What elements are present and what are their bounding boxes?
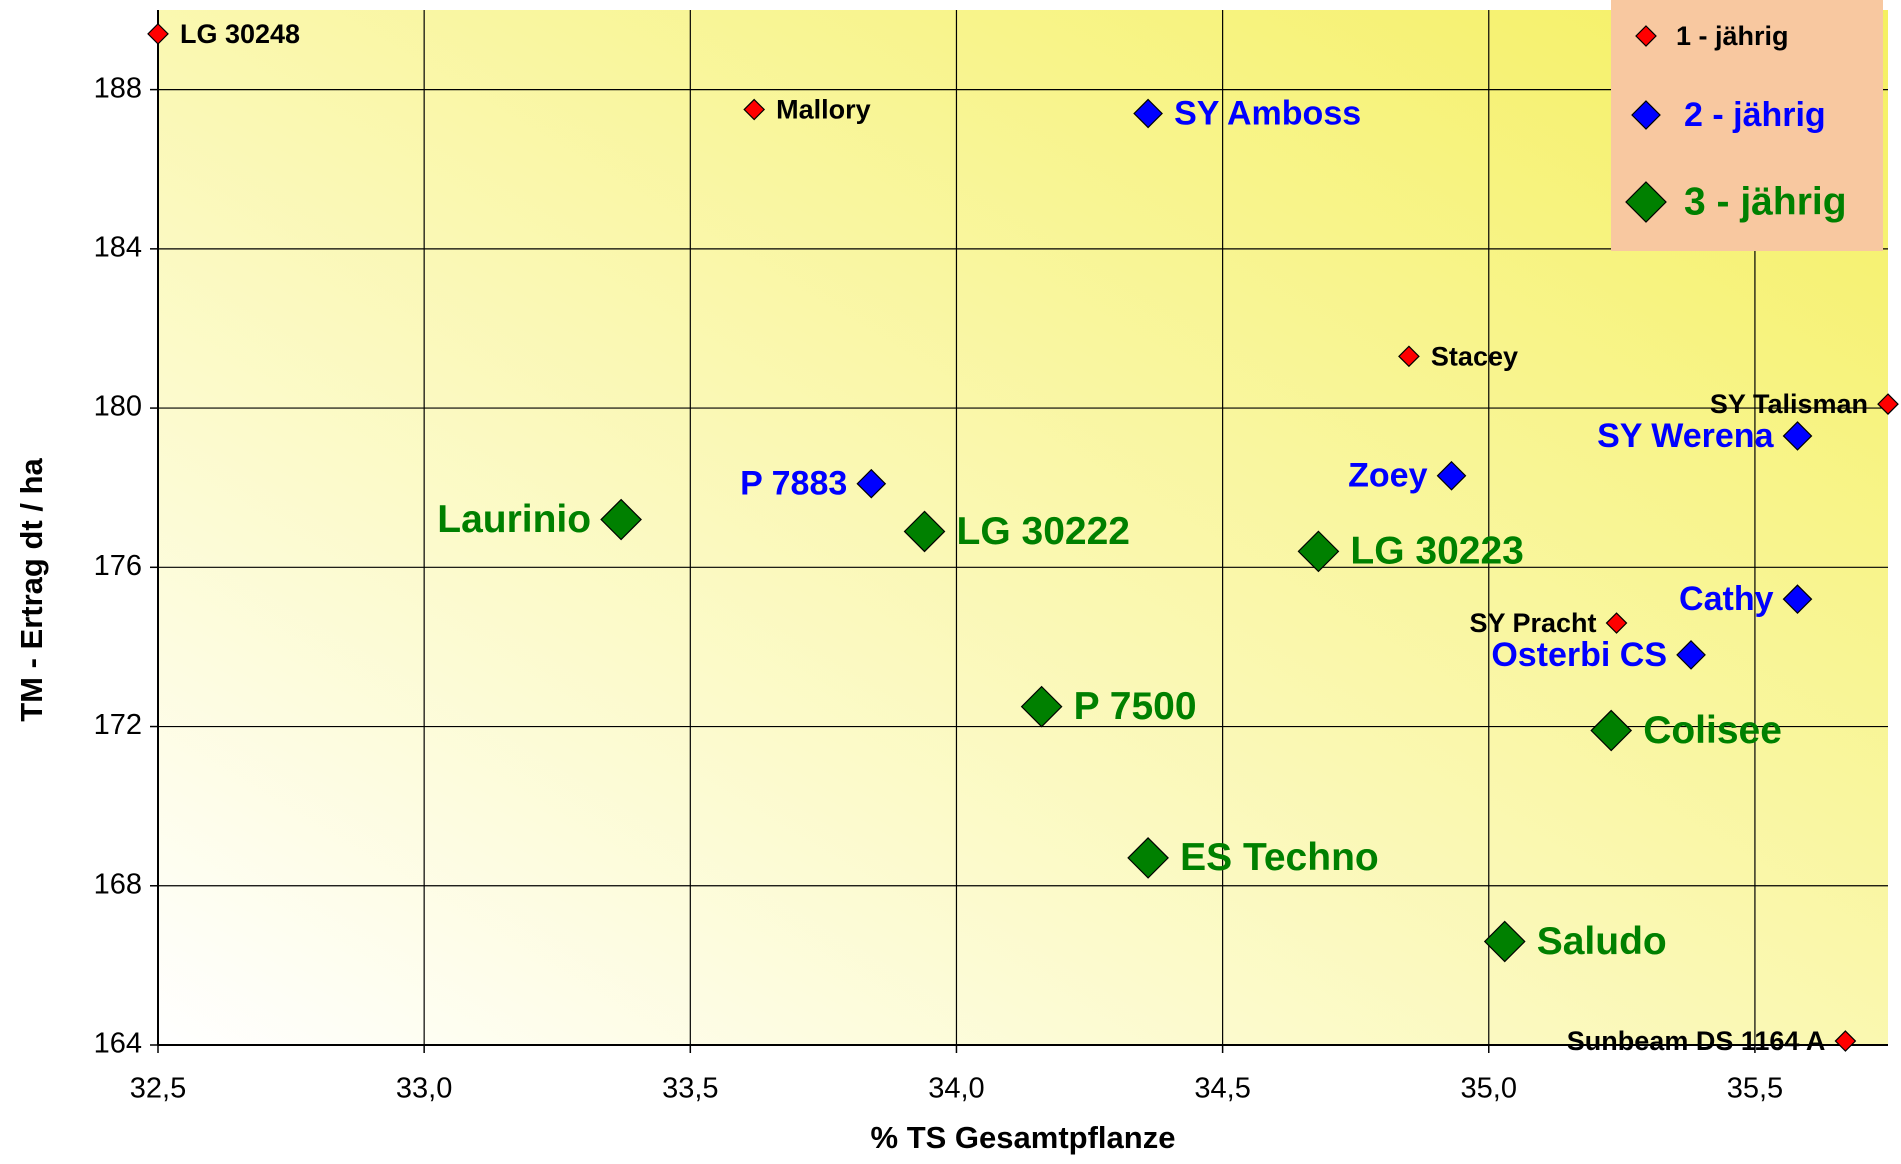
y-tick-label: 184 [94, 232, 142, 264]
x-tick-label: 33,0 [396, 1073, 452, 1105]
point-label: LG 30222 [957, 510, 1130, 553]
marker [1133, 98, 1163, 129]
point-label: SY Werena [1597, 417, 1774, 455]
marker [1676, 640, 1706, 670]
marker [1605, 612, 1628, 634]
x-tick-label: 35,5 [1727, 1073, 1783, 1105]
marker [147, 23, 169, 45]
x-tick-label: 33,5 [662, 1073, 718, 1105]
marker [600, 498, 642, 541]
legend-marker [1635, 25, 1657, 47]
marker [1782, 421, 1813, 451]
y-tick-label: 172 [94, 709, 142, 741]
marker [1834, 1030, 1857, 1052]
x-tick-label: 32,5 [130, 1073, 186, 1105]
point-label: P 7500 [1074, 685, 1197, 728]
x-tick-label: 34,5 [1194, 1073, 1250, 1105]
marker [1297, 530, 1340, 573]
y-tick-label: 180 [94, 391, 142, 423]
point-label: Cathy [1679, 580, 1774, 618]
legend-label: 2 - jährig [1684, 96, 1826, 134]
marker [1590, 709, 1633, 752]
legend-label: 1 - jährig [1676, 21, 1789, 51]
legend-marker [1631, 100, 1661, 130]
point-label: Laurinio [437, 498, 591, 541]
legend-marker [1625, 181, 1667, 223]
point-label: LG 30223 [1350, 530, 1523, 573]
plot-area [158, 10, 1888, 1045]
y-axis-title: TM - Ertrag dt / ha [14, 457, 49, 721]
y-tick-label: 188 [94, 72, 142, 104]
marker [1020, 685, 1063, 728]
marker [743, 98, 766, 121]
point-label: SY Pracht [1469, 608, 1596, 638]
marker [1436, 460, 1467, 491]
point-label: SY Talisman [1710, 389, 1868, 419]
marker [1782, 584, 1813, 615]
point-label: Saludo [1537, 920, 1667, 963]
point-label: Zoey [1348, 457, 1427, 495]
y-tick-label: 176 [94, 550, 142, 582]
point-label: Sunbeam DS 1164 A [1567, 1026, 1826, 1056]
y-tick-label: 164 [94, 1028, 142, 1060]
point-label: LG 30248 [180, 19, 300, 49]
y-tick-label: 168 [94, 868, 142, 900]
marker [1398, 345, 1420, 368]
point-label: ES Techno [1180, 836, 1379, 879]
point-label: Osterbi CS [1491, 636, 1667, 674]
x-tick-label: 34,0 [928, 1073, 984, 1105]
marker [1483, 920, 1526, 963]
point-label: SY Amboss [1174, 94, 1361, 132]
marker [1127, 837, 1169, 879]
marker [903, 510, 946, 553]
point-label: Mallory [776, 95, 871, 125]
legend-label: 3 - jährig [1684, 180, 1847, 223]
x-axis-title: % TS Gesamtpflanze [871, 1120, 1176, 1155]
point-label: Stacey [1431, 341, 1518, 371]
point-label: P 7883 [740, 465, 847, 503]
marker [856, 468, 887, 499]
point-label: Colisee [1643, 709, 1782, 752]
x-tick-label: 35,0 [1461, 1073, 1517, 1105]
marker [1877, 393, 1899, 415]
